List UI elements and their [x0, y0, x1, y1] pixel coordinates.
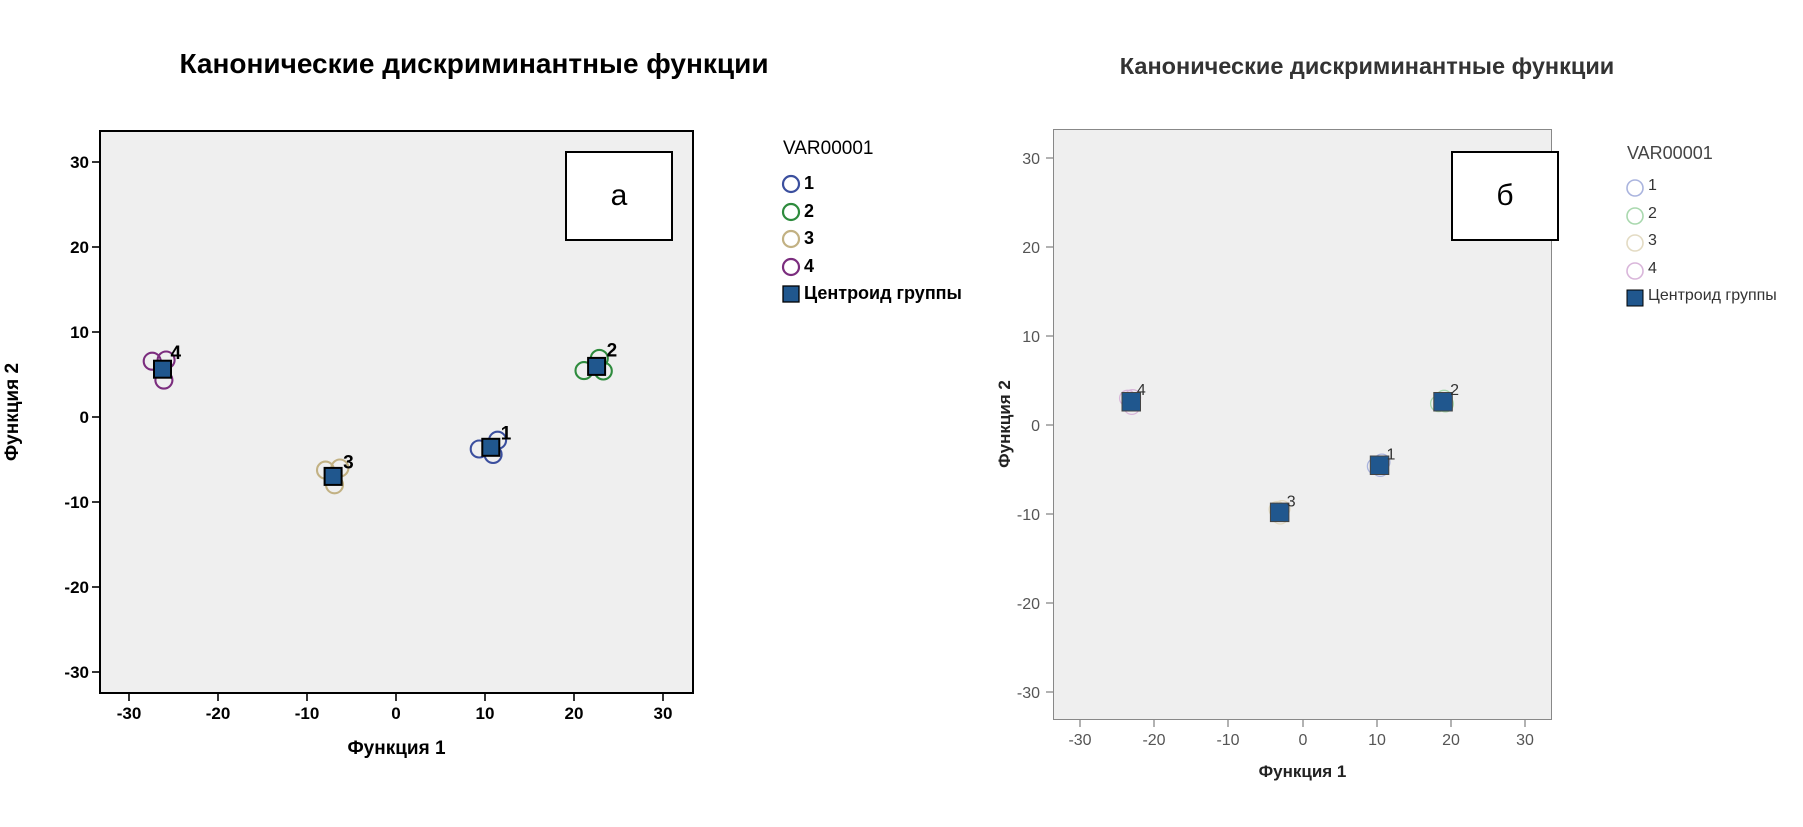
svg-text:4: 4 [1137, 382, 1146, 399]
svg-text:1: 1 [1387, 447, 1396, 464]
svg-text:2: 2 [1450, 382, 1459, 399]
svg-text:3: 3 [1287, 494, 1296, 511]
